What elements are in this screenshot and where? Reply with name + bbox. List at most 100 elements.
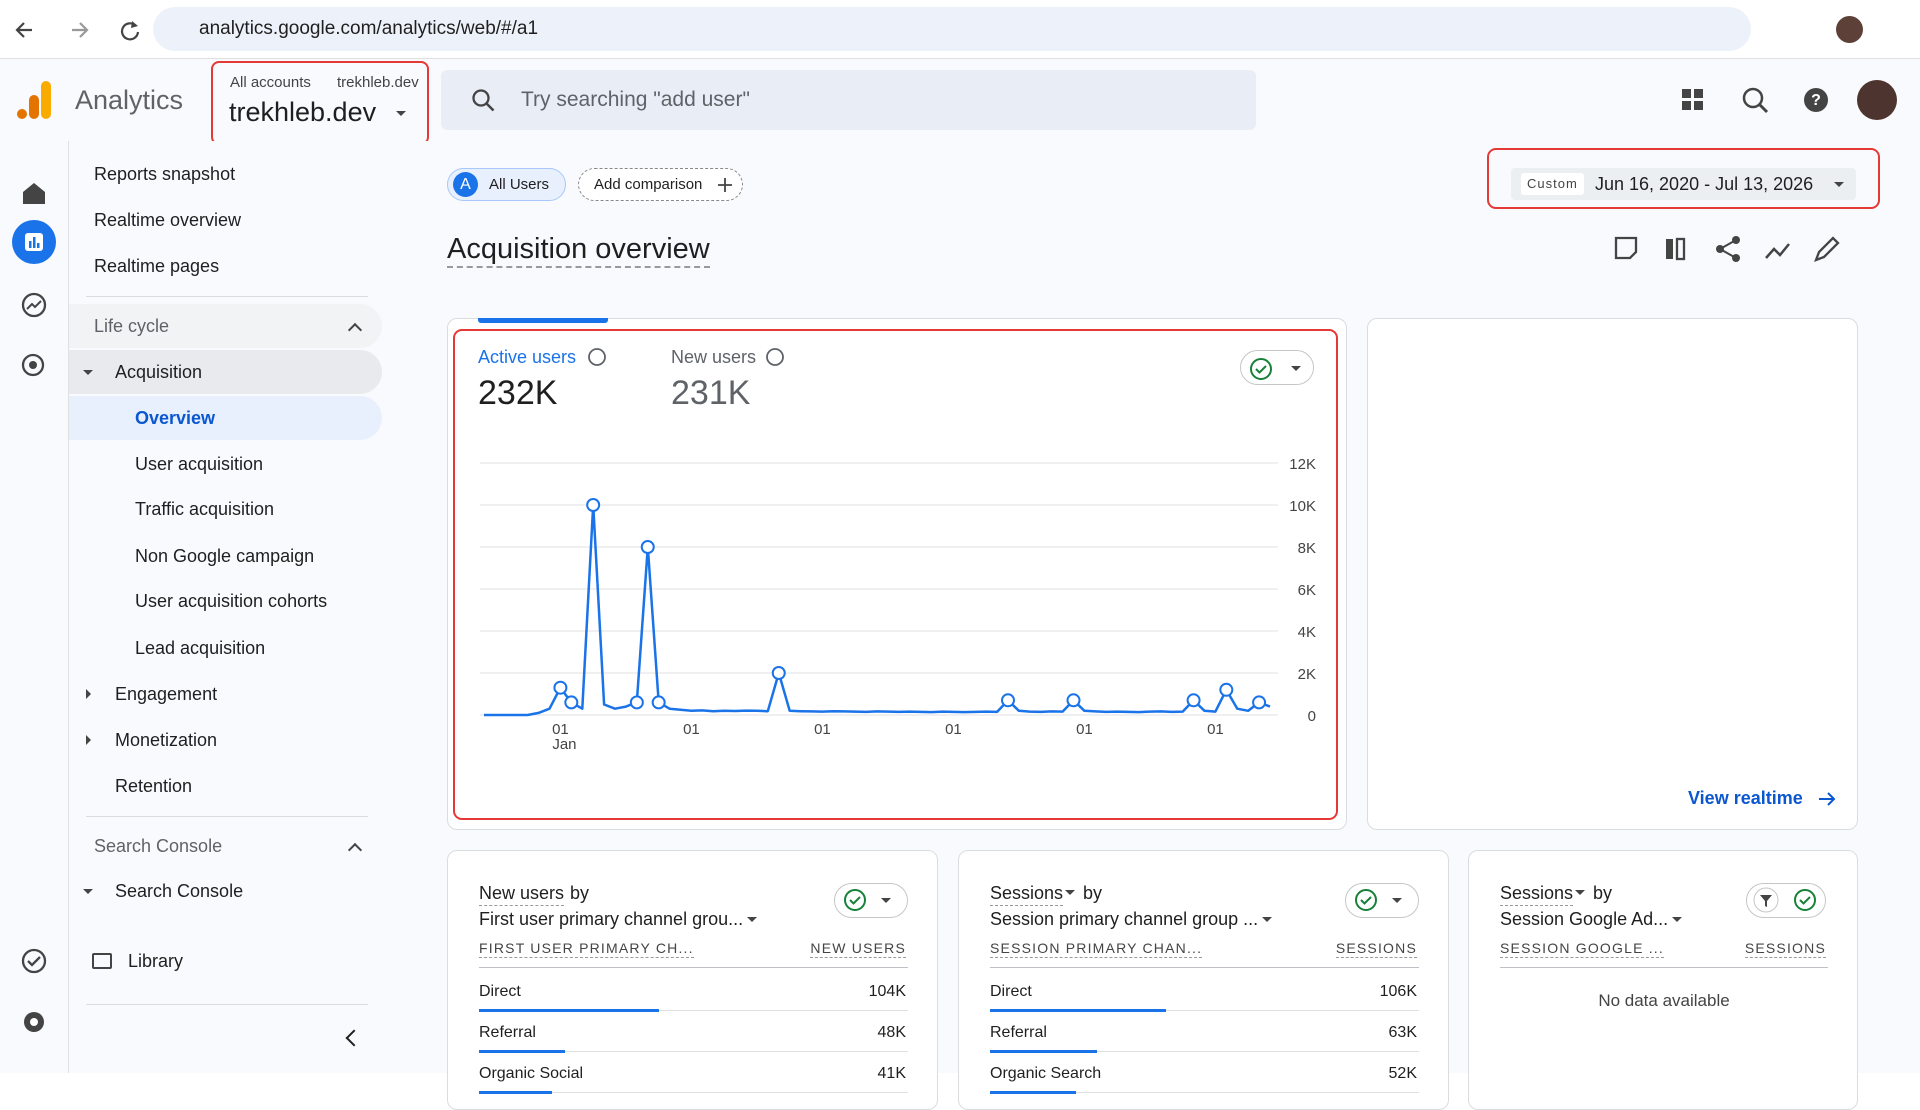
nav-item[interactable]: Acquisition bbox=[115, 362, 203, 382]
page-actions[interactable] bbox=[1610, 232, 1850, 266]
arrow-icon bbox=[1819, 792, 1836, 806]
row-value: 104K bbox=[868, 983, 906, 1000]
nav-item[interactable]: Engagement bbox=[115, 684, 218, 704]
table-card: Sessions by Session primary channel group … bbox=[958, 850, 1449, 1110]
row-value: 48K bbox=[877, 1024, 906, 1041]
search-icon bbox=[472, 89, 495, 112]
check-icon bbox=[844, 889, 891, 911]
nav-item[interactable]: Monetization bbox=[115, 730, 218, 750]
nav-item[interactable]: Traffic acquisition bbox=[135, 499, 275, 519]
folder-icon bbox=[92, 953, 112, 969]
dropdown-caret bbox=[1291, 366, 1301, 371]
card-metric[interactable]: Sessions bbox=[1500, 881, 1574, 906]
row-label[interactable]: Referral bbox=[479, 1024, 536, 1041]
url-bar[interactable]: analytics.google.com/analytics/web/#/a1 bbox=[153, 7, 1751, 51]
nav-item[interactable]: Search Console bbox=[115, 881, 244, 901]
nav-item[interactable]: Retention bbox=[115, 776, 193, 796]
row-value: 106K bbox=[1379, 983, 1417, 1000]
date-picker[interactable]: Custom Jun 16, 2020 - Jul 13, 2026 bbox=[1511, 168, 1856, 200]
expand-caret bbox=[86, 689, 91, 699]
nav-divider bbox=[86, 1004, 368, 1005]
card-options[interactable] bbox=[834, 883, 908, 918]
metric-label[interactable]: Active users bbox=[478, 347, 577, 367]
row-bar bbox=[479, 1009, 660, 1012]
table-card: New users by First user primary channel gr… bbox=[447, 850, 938, 1110]
nav-item[interactable]: Search Console bbox=[94, 836, 223, 856]
row-label[interactable]: Referral bbox=[990, 1024, 1047, 1041]
column-header: SESSIONS bbox=[1744, 940, 1826, 958]
ga-header: Analytics All accounts trekhleb.dev trek… bbox=[0, 59, 1920, 145]
dropdown-caret bbox=[1065, 890, 1076, 895]
nav-item[interactable]: Overview bbox=[135, 408, 216, 428]
url: analytics.google.com/analytics/web/#/a1 bbox=[199, 18, 539, 39]
nav-divider bbox=[86, 816, 368, 817]
nav-item[interactable]: Library bbox=[128, 951, 184, 971]
segment-chip[interactable]: A All Users bbox=[447, 168, 566, 201]
column-header: SESSION PRIMARY CHAN... bbox=[990, 940, 1203, 958]
row-label[interactable]: Direct bbox=[479, 983, 521, 1000]
search-placeholder: Try searching "add user" bbox=[521, 88, 750, 111]
breadcrumb-account[interactable]: trekhleb.dev bbox=[337, 74, 419, 91]
chart-options[interactable] bbox=[1240, 350, 1314, 385]
check-icon bbox=[1355, 889, 1402, 911]
nav-item[interactable]: Lead acquisition bbox=[135, 638, 266, 658]
profile-avatar[interactable] bbox=[1836, 16, 1863, 43]
row-divider bbox=[990, 1010, 1419, 1011]
add-comparison-label: Add comparison bbox=[594, 176, 703, 193]
table-card: Sessions by Session Google Ad... SESSION GO… bbox=[1468, 850, 1858, 1110]
row-label[interactable]: Organic Search bbox=[990, 1065, 1102, 1082]
segment-badge: A bbox=[453, 172, 478, 197]
nav-item[interactable]: Realtime overview bbox=[94, 210, 242, 230]
property-name[interactable]: trekhleb.dev bbox=[229, 97, 377, 127]
card-title-suffix: by bbox=[1083, 883, 1103, 903]
nav-item[interactable]: Non Google campaign bbox=[135, 546, 315, 566]
card-metric[interactable]: Sessions bbox=[990, 881, 1064, 906]
card-options[interactable] bbox=[1345, 883, 1419, 918]
column-header: FIRST USER PRIMARY CH... bbox=[479, 940, 694, 958]
card-title-row: New users by bbox=[479, 881, 589, 906]
expand-caret bbox=[83, 889, 93, 894]
rail-icons[interactable] bbox=[0, 141, 69, 1073]
add-comparison[interactable]: Add comparison bbox=[578, 168, 743, 201]
column-header: SESSION GOOGLE ... bbox=[1500, 940, 1664, 958]
annotation-box bbox=[453, 329, 1338, 820]
card-dimension[interactable]: Session Google Ad... bbox=[1500, 909, 1669, 929]
column-header: NEW USERS bbox=[810, 940, 906, 958]
card-metric[interactable]: New users bbox=[479, 881, 565, 906]
check-icon bbox=[1250, 358, 1272, 380]
dropdown-caret bbox=[1672, 917, 1682, 922]
browser-nav-icons[interactable] bbox=[14, 16, 144, 44]
help-icons[interactable] bbox=[587, 346, 787, 368]
search-box[interactable]: Try searching "add user" bbox=[441, 70, 1256, 130]
row-label[interactable]: Organic Social bbox=[479, 1065, 584, 1082]
browser-bar: analytics.google.com/analytics/web/#/a1 bbox=[0, 0, 1920, 59]
row-bar bbox=[479, 1091, 552, 1094]
row-value: 41K bbox=[877, 1065, 906, 1082]
card-title-row: Sessions by bbox=[1500, 881, 1612, 906]
metric-label[interactable]: New users bbox=[671, 347, 757, 367]
realtime-link[interactable]: View realtime bbox=[1688, 788, 1803, 808]
row-label[interactable]: Direct bbox=[990, 983, 1032, 1000]
breadcrumb-root[interactable]: All accounts bbox=[230, 74, 311, 91]
plus-icon bbox=[718, 178, 732, 192]
nav-divider bbox=[86, 296, 368, 297]
card-dimension[interactable]: Session primary channel group ... bbox=[990, 909, 1259, 929]
nav-item[interactable]: User acquisition cohorts bbox=[135, 591, 328, 611]
nav-item[interactable]: Reports snapshot bbox=[94, 164, 236, 184]
nav-item[interactable]: Realtime pages bbox=[94, 256, 220, 276]
card-options[interactable] bbox=[1746, 883, 1826, 918]
dropdown-caret bbox=[747, 917, 757, 922]
dropdown-caret bbox=[396, 111, 406, 116]
nav-item[interactable]: Life cycle bbox=[94, 316, 170, 336]
metric-value: 232K bbox=[478, 374, 558, 412]
nav-item[interactable]: User acquisition bbox=[135, 454, 264, 474]
card-title-suffix: by bbox=[1593, 883, 1613, 903]
row-bar bbox=[990, 1009, 1166, 1012]
expand-caret bbox=[83, 370, 93, 375]
header-icons[interactable]: ? bbox=[1676, 79, 1906, 121]
column-header: SESSIONS bbox=[1335, 940, 1417, 958]
row-divider bbox=[479, 1010, 908, 1011]
metric-value: 231K bbox=[671, 374, 751, 412]
card-dimension[interactable]: First user primary channel grou... bbox=[479, 909, 744, 929]
